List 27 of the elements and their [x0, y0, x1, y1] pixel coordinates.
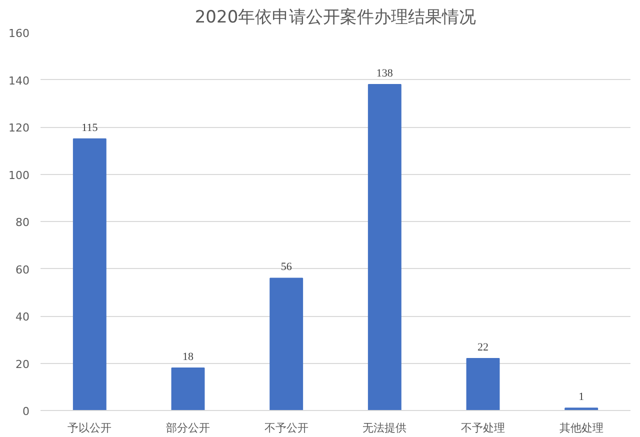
x-tick-label: 无法提供 [362, 422, 407, 434]
data-label: 56 [280, 261, 292, 274]
y-tick-label: 0 [22, 405, 30, 418]
y-tick-label: 100 [8, 168, 30, 182]
bar [171, 367, 205, 410]
data-label: 115 [82, 122, 98, 134]
y-tick-label: 140 [8, 74, 30, 88]
chart-title: 2020年依申请公开案件办理结果情况 [194, 8, 476, 28]
x-tick-label: 部分公开 [166, 422, 210, 434]
y-tick-label: 40 [16, 310, 30, 324]
data-label: 1 [578, 391, 584, 404]
x-tick-label: 不予处理 [461, 422, 505, 434]
x-tick-label: 其他处理 [559, 422, 604, 434]
bar [368, 84, 402, 410]
bar [270, 278, 304, 410]
y-tick-label: 80 [16, 216, 30, 229]
x-tick-label: 予以公开 [68, 422, 112, 434]
y-tick-label: 120 [8, 122, 30, 134]
data-label: 138 [376, 67, 394, 80]
x-tick-label: 不予公开 [264, 422, 308, 434]
data-label: 18 [182, 350, 194, 363]
data-label: 22 [478, 342, 488, 354]
y-tick-label: 20 [16, 358, 30, 371]
y-tick-label: 160 [8, 27, 30, 40]
bar [72, 138, 106, 410]
y-tick-label: 60 [16, 263, 30, 276]
bar [466, 358, 500, 410]
